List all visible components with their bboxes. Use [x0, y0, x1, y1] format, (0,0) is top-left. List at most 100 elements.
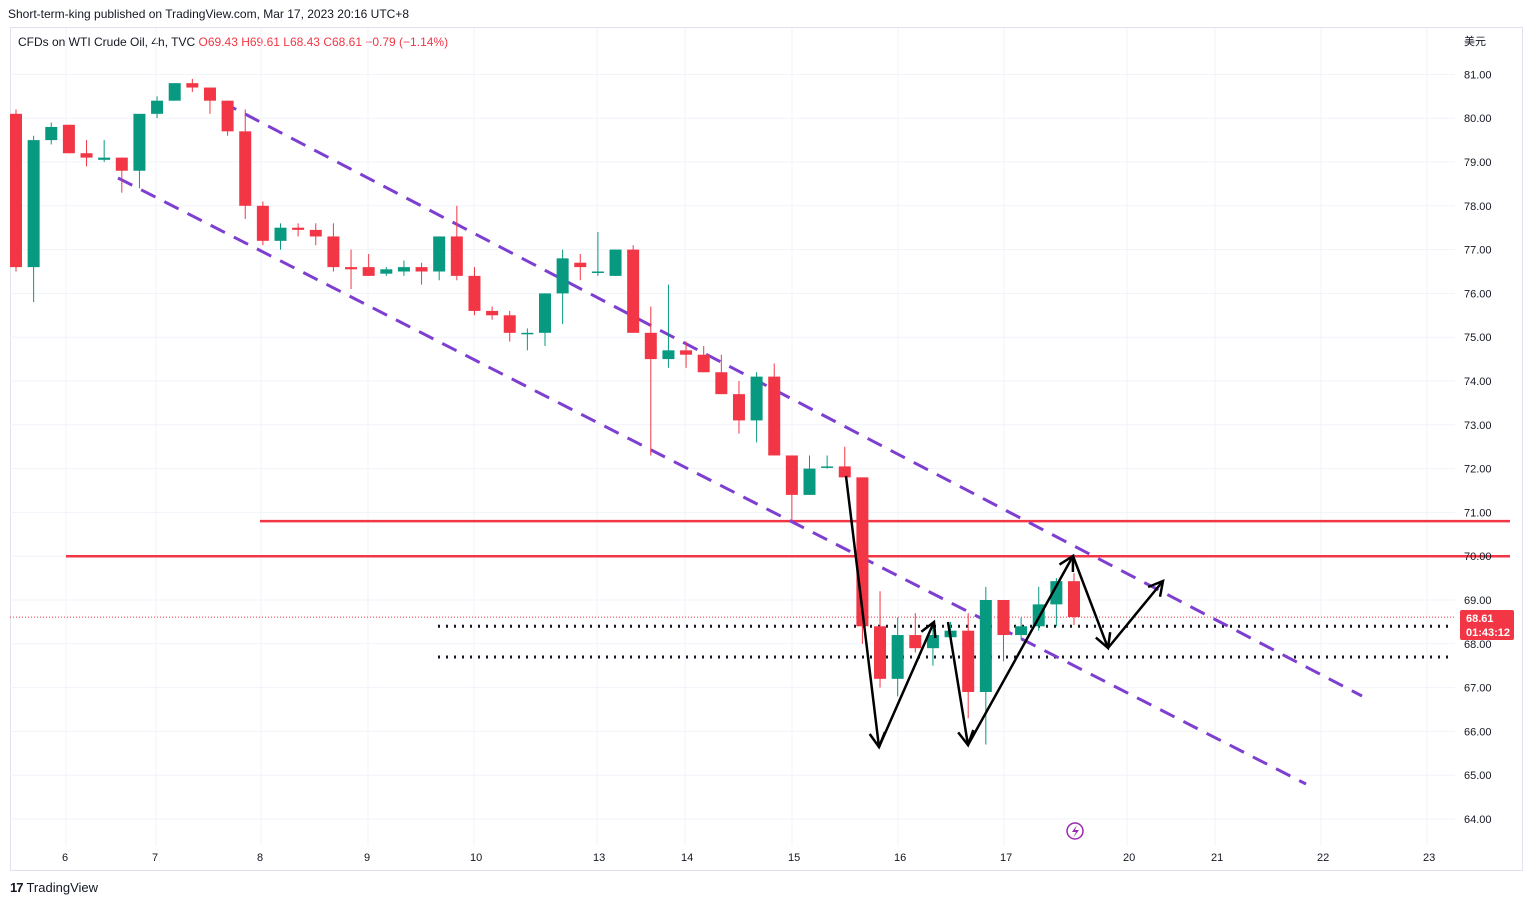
candle-body	[539, 293, 551, 333]
y-tick-label: 71.00	[1464, 507, 1492, 519]
candle-body	[186, 83, 199, 88]
candle	[468, 267, 481, 316]
candle-body	[750, 376, 763, 421]
candle-body	[803, 468, 816, 495]
candle-body	[644, 332, 657, 360]
candle	[256, 201, 269, 246]
channel-lines	[117, 100, 1363, 786]
candle-body	[962, 630, 975, 692]
candle-body	[80, 153, 93, 158]
x-tick-label: 8	[257, 852, 263, 864]
candle	[221, 100, 234, 136]
arrow-head-down-3	[1095, 631, 1112, 651]
candle	[697, 345, 710, 373]
candle-body	[133, 113, 146, 171]
candle-body	[486, 310, 499, 316]
candle	[292, 223, 305, 237]
candle	[362, 253, 375, 276]
y-tick-label: 79.00	[1464, 157, 1492, 169]
candle	[203, 87, 216, 114]
candle-body	[662, 350, 675, 360]
candle	[874, 591, 887, 688]
candle	[274, 223, 287, 250]
candle	[521, 328, 534, 351]
symbol-title[interactable]: CFDs on WTI Crude Oil, 4h, TVC	[18, 35, 196, 49]
candle	[309, 223, 322, 246]
tradingview-logo-icon[interactable]: 17	[10, 880, 24, 895]
y-tick-label: 81.00	[1464, 69, 1492, 81]
candle	[539, 293, 551, 346]
y-tick-label: 67.00	[1464, 683, 1492, 695]
countdown: 01:43:12	[1466, 627, 1510, 639]
candle	[98, 140, 111, 162]
candle-body	[503, 315, 516, 333]
candle	[556, 249, 569, 325]
channel-upper	[221, 100, 1363, 698]
candle	[591, 232, 604, 276]
x-tick-label: 6	[62, 852, 68, 864]
x-tick-label: 13	[593, 852, 605, 864]
legend-change: −0.79 (−1.14%)	[365, 35, 449, 49]
candle-body	[27, 140, 40, 268]
lightning-icon[interactable]	[1066, 822, 1084, 840]
candle-body	[380, 269, 393, 274]
candle	[133, 113, 146, 189]
candle	[1015, 617, 1028, 640]
candle	[926, 621, 939, 666]
price-box: 68.61 01:43:12	[1460, 610, 1514, 640]
candle	[574, 253, 587, 281]
candle-body	[115, 157, 128, 171]
arrow-head-down-1	[868, 731, 887, 750]
x-tick-label: 14	[681, 852, 693, 864]
candle-body	[274, 227, 287, 241]
candle-body	[1015, 626, 1028, 636]
candle-body	[397, 267, 410, 272]
x-tick-label: 7	[152, 852, 158, 864]
footer-brand[interactable]: TradingView	[26, 880, 99, 895]
candle-body	[292, 227, 305, 230]
candle-body	[926, 635, 939, 649]
candle	[785, 455, 798, 522]
candle	[715, 354, 728, 395]
x-tick-label: 17	[1000, 852, 1012, 864]
grid-lines	[10, 28, 1455, 846]
candle-body	[203, 87, 216, 101]
x-axis: 6 7 8 9 10 13 14 15 16 17 20 21 22 23	[62, 852, 1435, 864]
y-tick-label: 72.00	[1464, 464, 1492, 476]
candle-body	[979, 600, 992, 692]
candle-body	[239, 131, 252, 206]
symbol-legend: CFDs on WTI Crude Oil, 4h, TVC O69.43 H6…	[18, 35, 448, 49]
candle-body	[574, 262, 587, 268]
candle	[327, 223, 340, 272]
candle	[80, 140, 93, 167]
candle	[503, 310, 516, 342]
chart-frame	[10, 27, 1523, 871]
candle-body	[345, 267, 358, 270]
candle-body	[821, 466, 834, 468]
candle-body	[433, 236, 446, 272]
candle	[186, 78, 199, 92]
candle-body	[221, 100, 234, 132]
candle-body	[468, 275, 481, 311]
candle	[962, 613, 975, 719]
candle-body	[62, 124, 75, 154]
candle	[433, 236, 446, 281]
candle	[768, 363, 781, 456]
candle-body	[680, 350, 693, 355]
y-tick-label: 69.00	[1464, 595, 1492, 607]
arrow-head-up-1	[920, 619, 937, 639]
arrow-head-up-2	[1058, 553, 1075, 573]
candle	[415, 262, 428, 285]
candle	[803, 455, 816, 495]
y-tick-label: 78.00	[1464, 201, 1492, 213]
candle-body	[168, 83, 181, 101]
x-tick-label: 20	[1123, 852, 1135, 864]
candle-body	[415, 267, 428, 272]
x-tick-label: 21	[1211, 852, 1223, 864]
candle-body	[98, 157, 111, 160]
candle	[239, 109, 252, 219]
publish-header: Short-term-king published on TradingView…	[8, 7, 409, 21]
candle-body	[697, 354, 710, 373]
y-tick-label: 70.00	[1464, 551, 1492, 563]
